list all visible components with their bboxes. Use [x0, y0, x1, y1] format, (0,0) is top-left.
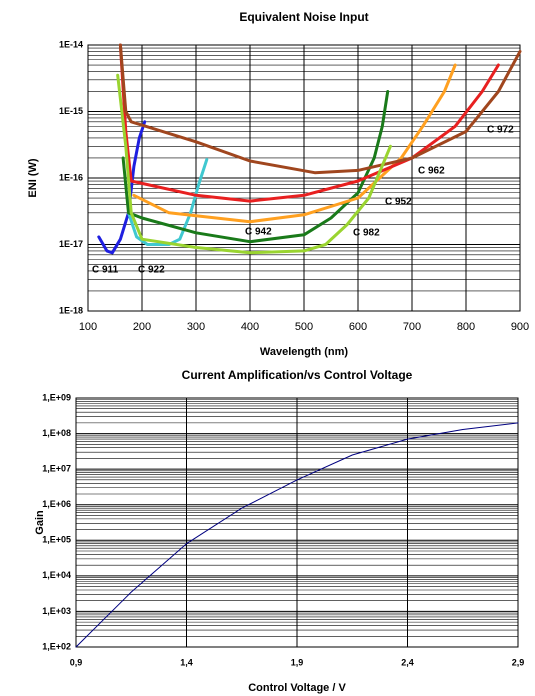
y-tick-label: 1E-16 [59, 172, 83, 182]
y-tick-label: 1,E+07 [42, 464, 71, 474]
x-tick-label: 100 [79, 321, 97, 333]
y-tick-label: 1E-15 [59, 106, 83, 116]
x-tick-label: 500 [295, 321, 313, 333]
x-axis-label: Control Voltage / V [248, 682, 346, 694]
x-tick-label: 1,4 [180, 657, 193, 667]
y-tick-label: 1,E+03 [42, 606, 71, 616]
y-tick-label: 1E-17 [59, 239, 83, 249]
x-tick-label: 0,9 [70, 657, 83, 667]
x-tick-label: 400 [241, 321, 259, 333]
y-axis-label: ENI (W) [27, 158, 39, 197]
x-tick-label: 900 [511, 321, 529, 333]
series-line [127, 158, 209, 246]
y-tick-label: 1,E+09 [42, 392, 71, 402]
plot-border [87, 44, 521, 312]
y-axis-label: Gain [34, 510, 46, 535]
x-tick-label: 700 [403, 321, 421, 333]
series-line [116, 73, 392, 255]
series-line [118, 43, 500, 203]
x-tick-label: 2,9 [512, 657, 525, 667]
y-tick-label: 1,E+04 [42, 570, 71, 580]
y-tick-label: 1,E+05 [42, 535, 71, 545]
plot-border [75, 397, 519, 648]
y-tick-label: 1E-18 [59, 305, 83, 315]
series-annotation: C 962 [418, 166, 445, 177]
y-tick-label: 1,E+08 [42, 428, 71, 438]
x-tick-label: 800 [457, 321, 475, 333]
series-line [132, 63, 457, 224]
series-annotation: C 952 [385, 197, 412, 208]
x-tick-label: 600 [349, 321, 367, 333]
series-annotation: C 942 [245, 227, 272, 238]
x-axis-label: Wavelength (nm) [260, 346, 349, 358]
series-annotation: C 982 [353, 228, 380, 239]
x-tick-label: 300 [187, 321, 205, 333]
series-line [121, 90, 390, 244]
x-tick-label: 200 [133, 321, 151, 333]
y-tick-label: 1,E+06 [42, 499, 71, 509]
series-line [75, 422, 519, 648]
series-annotation: C 911 [92, 265, 119, 276]
series-annotation: C 922 [138, 265, 165, 276]
series-line [97, 120, 147, 255]
series-line [118, 43, 522, 175]
series-annotation: C 972 [487, 125, 514, 136]
x-tick-label: 1,9 [291, 657, 304, 667]
y-tick-label: 1E-14 [59, 39, 83, 49]
chart-title: Current Amplification/vs Control Voltage [182, 368, 413, 382]
x-tick-label: 2,4 [401, 657, 414, 667]
chart-title: Equivalent Noise Input [239, 10, 368, 24]
y-tick-label: 1,E+02 [42, 641, 71, 651]
